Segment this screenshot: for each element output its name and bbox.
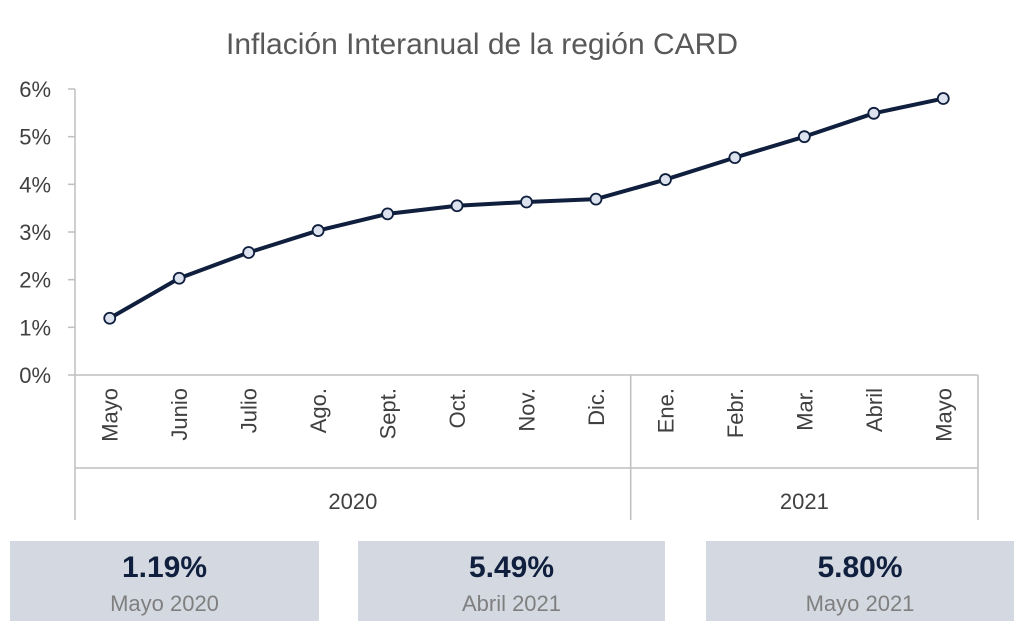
data-point [936, 92, 950, 105]
stat-caption: Mayo 2020 [110, 591, 219, 616]
x-tick-label: Mayo [931, 388, 956, 442]
data-point [450, 199, 464, 213]
x-tick-label: Julio [237, 388, 262, 433]
chart-title: Inflación Interanual de la región CARD [226, 28, 738, 61]
x-tick-label: Oct. [445, 388, 470, 428]
stat-caption: Abril 2021 [461, 591, 562, 616]
y-tick-label: 5% [19, 125, 51, 150]
x-tick-label: Mar. [792, 388, 817, 431]
data-point [311, 224, 325, 237]
x-tick-label: Ene. [653, 388, 678, 433]
x-tick-label: Mayo [98, 388, 123, 442]
stat-card-2: 5.49% Abril 2021 [358, 541, 665, 621]
data-point [589, 192, 603, 206]
x-tick-label: Ago. [306, 388, 331, 433]
data-point [659, 173, 672, 186]
x-tick-label: Sept. [376, 388, 401, 439]
y-tick-label: 4% [19, 172, 51, 197]
x-tick-label: Abril [862, 388, 887, 432]
data-point [520, 195, 533, 209]
x-group-label: 2020 [328, 489, 377, 514]
x-tick-label: Nov. [515, 388, 540, 432]
y-tick-label: 3% [19, 220, 51, 245]
x-tick-label: Dic. [584, 388, 609, 426]
x-group-label: 2021 [780, 489, 829, 514]
stat-caption: Mayo 2021 [805, 591, 915, 616]
data-point [381, 207, 394, 221]
data-point [867, 106, 881, 120]
data-point [242, 246, 256, 259]
data-point [728, 151, 742, 165]
line-chart: Inflación Interanual de la región CARD 0… [19, 28, 979, 520]
y-tick-label: 2% [19, 268, 51, 293]
data-point [103, 311, 117, 325]
y-tick-label: 6% [19, 77, 51, 102]
series-line [107, 96, 946, 321]
data-point [797, 130, 811, 144]
data-point [172, 271, 186, 285]
stat-card-3: 5.80% Mayo 2021 [706, 541, 1014, 621]
x-tick-label: Febr. [723, 388, 748, 438]
stat-value: 5.49% [468, 551, 555, 584]
stat-value: 5.80% [817, 551, 903, 584]
stat-value: 1.19% [121, 551, 208, 584]
y-tick-label: 0% [19, 363, 51, 388]
x-tick-label: Junio [167, 388, 192, 441]
y-tick-label: 1% [19, 315, 51, 340]
stat-card-1: 1.19% Mayo 2020 [10, 541, 319, 621]
